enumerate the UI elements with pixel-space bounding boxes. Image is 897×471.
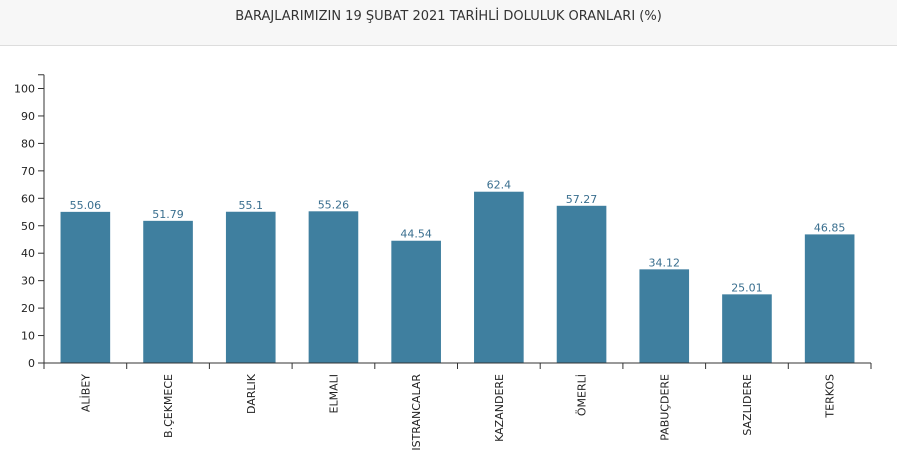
data-label: 51.79: [152, 208, 184, 221]
category-label: KAZANDERE: [493, 374, 506, 442]
category-label: SAZLIDERE: [741, 374, 754, 436]
bar: [143, 220, 193, 363]
category-label: DARLIK: [245, 373, 258, 414]
y-tick-label: 60: [21, 192, 35, 205]
category-label: ÖMERLİ: [576, 374, 589, 416]
data-labels: 55.06 51.79 55.1 55.26 44.54 62.4 57.27 34.12 25…: [70, 179, 846, 295]
bar: [391, 240, 441, 363]
category-label: TERKOS: [824, 374, 837, 419]
y-tick-label: 20: [21, 302, 35, 315]
y-tick-label: 50: [21, 220, 35, 233]
data-label: 25.01: [731, 281, 763, 294]
data-label: 55.06: [70, 199, 102, 212]
category-label: PABUÇDERE: [658, 374, 671, 441]
bar: [474, 191, 524, 363]
data-label: 34.12: [649, 256, 681, 269]
data-label: 55.26: [318, 198, 350, 211]
bar: [60, 211, 111, 363]
data-label: 57.27: [566, 193, 598, 206]
y-tick-label: 10: [21, 330, 35, 343]
chart-title: BARAJLARIMIZIN 19 ŞUBAT 2021 TARİHLİ DOL…: [235, 9, 662, 24]
bar: [804, 234, 855, 363]
y-tick-label: 80: [21, 137, 35, 150]
bar: [722, 294, 772, 363]
category-label: B.ÇEKMECE: [162, 374, 175, 438]
y-tick-label: 100: [14, 83, 35, 96]
bar: [308, 211, 359, 363]
y-axis: 0 10 20 30 40 50 60 70 80 90 100: [14, 74, 45, 370]
y-tick-label: 0: [28, 357, 35, 370]
bars: [60, 191, 855, 363]
bar: [556, 205, 607, 363]
category-label: ALİBEY: [79, 374, 92, 412]
bar: [225, 211, 276, 363]
category-label: ELMALI: [327, 374, 340, 413]
data-label: 55.1: [239, 199, 264, 212]
category-label: ISTRANCALAR: [410, 374, 423, 451]
bar: [639, 269, 690, 363]
y-tick-label: 90: [21, 110, 35, 123]
data-label: 62.4: [487, 179, 512, 192]
data-label: 44.54: [400, 228, 432, 241]
chart-header: BARAJLARIMIZIN 19 ŞUBAT 2021 TARİHLİ DOL…: [0, 0, 897, 46]
y-tick-label: 40: [21, 247, 35, 260]
y-tick-label: 70: [21, 165, 35, 178]
x-axis: ALİBEY B.ÇEKMECE DARLIK ELMALI ISTRANCALAR KA…: [43, 362, 872, 451]
y-tick-label: 30: [21, 275, 35, 288]
data-label: 46.85: [814, 221, 846, 234]
